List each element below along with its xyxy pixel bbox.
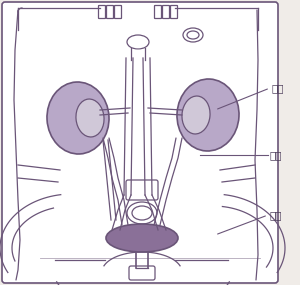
Ellipse shape [183,28,203,42]
Text: 尿管: 尿管 [270,150,283,160]
Ellipse shape [127,35,149,49]
Ellipse shape [177,79,239,151]
Ellipse shape [127,202,157,224]
Text: 腎臓: 腎臓 [272,83,284,93]
Ellipse shape [76,99,104,137]
FancyBboxPatch shape [170,5,178,19]
FancyBboxPatch shape [154,5,161,19]
FancyBboxPatch shape [2,2,278,283]
FancyBboxPatch shape [126,180,158,200]
Text: 膌胱: 膌胱 [270,210,283,220]
Ellipse shape [47,82,109,154]
FancyBboxPatch shape [163,5,170,19]
Ellipse shape [106,224,178,252]
FancyBboxPatch shape [106,5,113,19]
Ellipse shape [182,96,210,134]
FancyBboxPatch shape [129,266,155,280]
FancyBboxPatch shape [98,5,106,19]
FancyBboxPatch shape [115,5,122,19]
